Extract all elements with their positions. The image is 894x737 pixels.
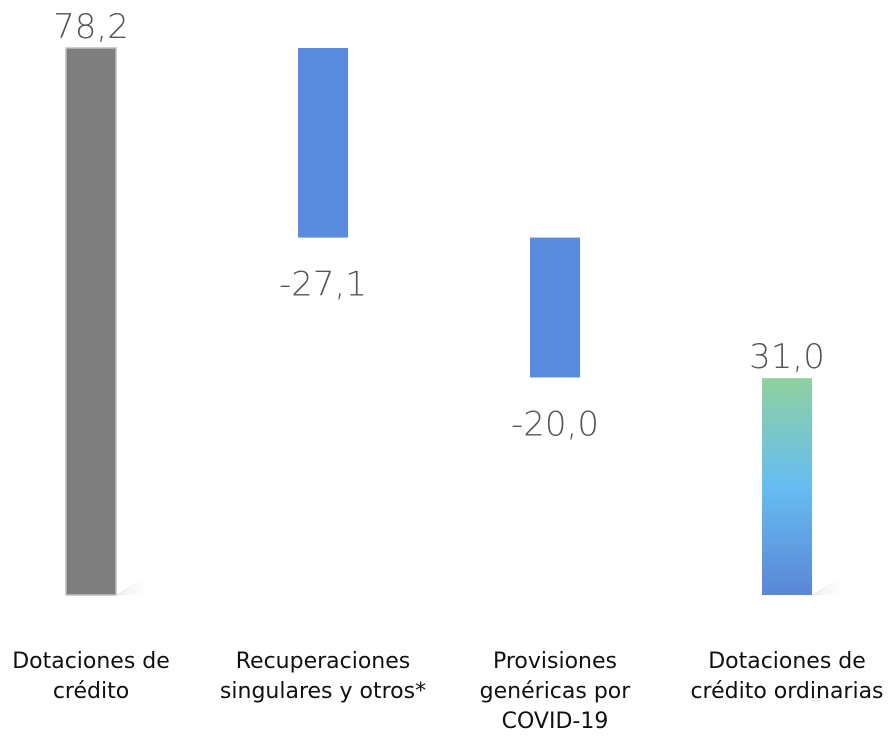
category-label-line: crédito: [52, 679, 130, 704]
bar-4: [762, 378, 812, 595]
value-label-4: 31,0: [749, 337, 825, 377]
value-label-2: -27,1: [279, 265, 367, 305]
value-label-1: 78,2: [53, 7, 129, 47]
category-label-2: Recuperaciones singulares y otros*: [208, 647, 438, 707]
category-label-1: Dotaciones de crédito: [0, 647, 206, 707]
category-label-line: Provisiones: [492, 649, 617, 674]
category-label-line: genéricas por: [479, 679, 631, 704]
category-label-4: Dotaciones de crédito ordinarias: [672, 647, 894, 707]
category-label-line: crédito ordinarias: [690, 679, 884, 704]
category-label-line: COVID-19: [501, 709, 609, 734]
category-label-line: Dotaciones de: [12, 649, 170, 674]
bar-shadow: [812, 571, 848, 595]
category-label-3: Provisiones genéricas por COVID-19: [440, 647, 670, 737]
bar-2: [298, 48, 348, 238]
bar-shadow: [116, 571, 152, 595]
bar-1: [65, 47, 117, 596]
bar-3: [530, 237, 580, 378]
value-label-3: -20,0: [511, 404, 599, 444]
category-label-line: Recuperaciones: [235, 649, 411, 674]
category-label-line: Dotaciones de: [708, 649, 866, 674]
category-label-line: singulares y otros*: [219, 679, 427, 704]
